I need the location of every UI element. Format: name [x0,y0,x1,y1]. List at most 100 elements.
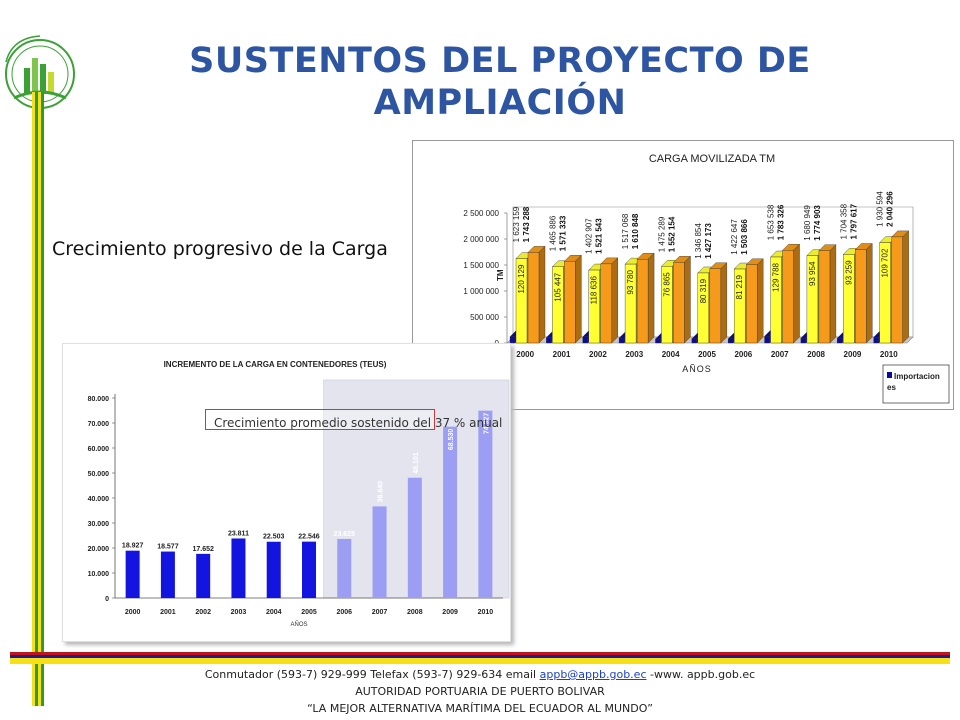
chart1-bar-side [538,245,546,344]
chart2-title: INCREMENTO DE LA CARGA EN CONTENEDORES (… [164,360,387,369]
chart2-data-label: 17.652 [192,546,214,553]
chart2-bar [231,538,246,598]
chart2-xtick-label: 2008 [407,609,423,616]
chart1-data-label: 1 517 068 [621,213,630,249]
chart1-data-label: 1 346 854 [694,223,703,259]
chart2-data-label: 22.503 [263,534,285,541]
footer-contact: Conmutador (593-7) 929-999 Telefax (593-… [0,666,960,683]
footer-contact-suffix: -www. appb.gob.ec [646,668,756,681]
chart1-legend-box [882,364,950,404]
slide-title: SUSTENTOS DEL PROYECTO DE AMPLIACIÓN [130,40,870,124]
chart1-bar [837,337,843,344]
chart1-bar [879,242,891,344]
chart1-bar [546,337,552,344]
chart1-data-label: 80 319 [699,278,708,303]
chart1-bar [818,250,831,344]
chart1-legend-label: Importacion [894,372,940,381]
chart1-bar [745,264,758,344]
chart1-data-label: 1 743 288 [522,206,531,242]
chart1-data-label: 1 653 538 [767,204,776,240]
chart1-xtick-label: 2004 [662,350,680,359]
chart2-xtick-label: 2010 [478,609,494,616]
chart2-bar [302,541,316,598]
chart2-bar [125,550,140,598]
chart2-xtick-label: 2005 [301,609,317,616]
chart2-data-label: 74.927 [483,413,490,435]
chart1-xtick-label: 2006 [734,350,752,359]
chart2-data-label: 68.530 [448,429,455,451]
chart2-xtick-label: 2009 [442,609,458,616]
chart1-bar-side [866,243,873,344]
chart1-xtick-label: 2008 [807,350,825,359]
chart1-data-label: 1 774 903 [813,205,822,241]
chart1-ytick-label: 2 000 000 [463,235,499,244]
slide-title-line-2: AMPLIACIÓN [373,83,627,123]
chart2-data-label: 48.101 [413,452,420,474]
growth-callout-box [205,409,435,430]
chart1-bar-side [793,243,800,344]
chart1-legend-swatch [887,372,892,378]
chart1-data-label: 1 610 848 [631,213,640,249]
chart1-xlabel: AÑOS [682,364,712,374]
chart1-bar [733,268,746,344]
chart1-bar [636,259,649,344]
footer-motto: “LA MEJOR ALTERNATIVA MARÍTIMA DEL ECUAD… [307,702,653,715]
chart1-bar [509,336,516,344]
chart1-data-label: 93 954 [808,261,817,286]
chart1-ytick-label: 1 500 000 [463,261,499,270]
chart1-bar [527,252,540,344]
chart1-bar-side [647,252,655,344]
chart1-data-label: 76 865 [662,272,671,297]
chart1-bar [855,249,867,344]
growth-callout-text: Crecimiento promedio sostenido del 37 % … [214,416,503,430]
slide-title-line-1: SUSTENTOS DEL PROYECTO DE [189,41,811,81]
chart1-bar [564,261,576,344]
chart2-ytick-label: 50.000 [88,471,110,478]
container-teus-chart-svg: INCREMENTO DE LA CARGA EN CONTENEDORES (… [88,360,510,628]
chart1-data-label: 93 780 [626,270,635,295]
footer-contact-prefix: Conmutador (593-7) 929-999 Telefax (593-… [204,668,540,681]
chart2-bar [196,553,211,598]
chart1-legend-label: es [887,383,896,392]
chart2-xtick-label: 2007 [372,609,388,616]
chart1-bar [806,255,819,344]
chart2-bar [407,477,422,598]
chart1-data-label: 1 930 594 [876,191,885,227]
chart1-data-label: 1 571 333 [558,215,567,251]
footer-email-link[interactable]: appb@appb.gob.ec [539,668,647,681]
chart2-data-label: 36.640 [378,481,385,503]
slide-footer: Conmutador (593-7) 929-999 Telefax (593-… [0,666,960,717]
chart1-bar [782,250,794,344]
chart1-data-label: 93 259 [844,260,853,285]
chart2-bar [337,538,352,598]
chart1-bar [661,266,673,344]
chart2-bar [478,410,493,598]
horizontal-flag-stripes [10,652,950,664]
chart1-bar [691,338,698,344]
chart1-data-label: 1 704 358 [839,203,848,239]
chart1-xtick-label: 2009 [844,350,862,359]
chart2-data-label: 23.811 [228,530,249,537]
chart1-ytick-label: 500 000 [470,313,499,322]
chart1-data-label: 1 783 326 [777,204,786,240]
chart2-data-label: 18.577 [157,544,179,551]
chart1-data-label: 81 219 [735,274,744,299]
chart1-bar [709,268,722,344]
chart1-bar [727,338,734,344]
chart1-data-label: 1 427 173 [704,223,713,259]
chart2-ytick-label: 80.000 [88,396,110,403]
chart1-bar [624,263,637,344]
chart1-xtick-label: 2007 [771,350,789,359]
chart1-bar [770,256,782,344]
chart1-data-label: 1 521 543 [595,218,604,254]
slide-subtitle: Crecimiento progresivo de la Carga [52,238,388,260]
chart1-data-label: 1 552 154 [667,216,676,252]
chart1-xtick-label: 2005 [698,350,716,359]
chart1-bar-side [611,257,618,344]
chart2-data-label: 18.927 [122,543,144,550]
chart1-bar-side [902,230,909,344]
chart1-bar [873,337,879,344]
container-teus-chart: INCREMENTO DE LA CARGA EN CONTENEDORES (… [62,343,511,642]
chart1-xtick-label: 2001 [553,350,571,359]
chart1-xtick-label: 2003 [625,350,643,359]
